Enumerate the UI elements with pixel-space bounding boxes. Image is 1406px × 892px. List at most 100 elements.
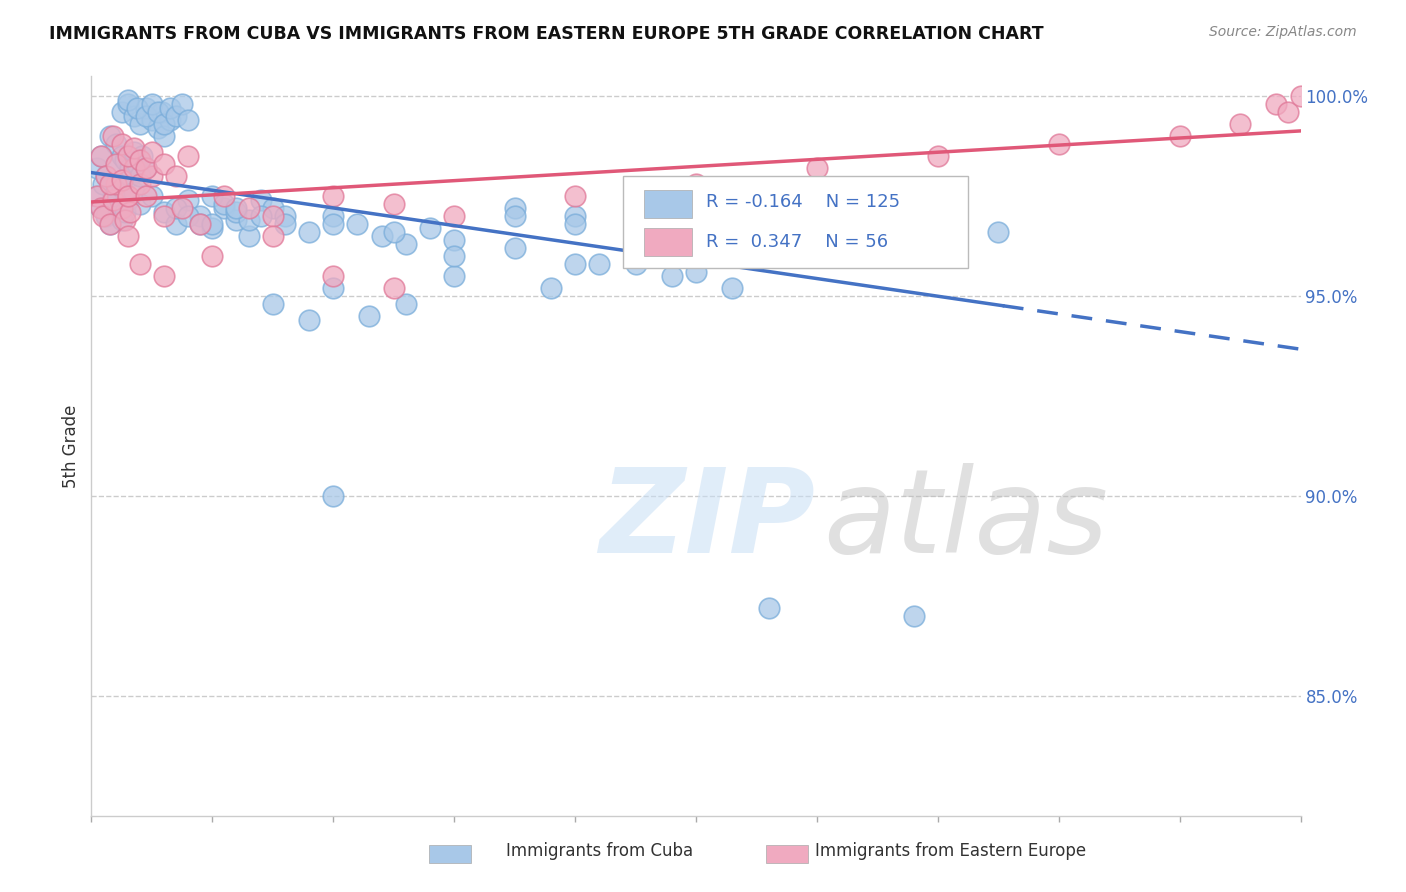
Point xyxy=(758,601,780,615)
Point xyxy=(395,236,418,251)
Text: Source: ZipAtlas.com: Source: ZipAtlas.com xyxy=(1209,25,1357,39)
Text: R = -0.164    N = 125: R = -0.164 N = 125 xyxy=(706,193,900,211)
Point xyxy=(98,128,121,143)
Point xyxy=(274,217,297,231)
Point xyxy=(94,209,117,223)
Point xyxy=(120,205,142,219)
Point xyxy=(987,225,1010,239)
Point xyxy=(114,213,136,227)
Point xyxy=(249,209,271,223)
Point xyxy=(131,149,153,163)
Point xyxy=(503,241,526,255)
Point xyxy=(661,228,683,243)
Point xyxy=(903,609,925,624)
Point xyxy=(382,225,405,239)
Point xyxy=(94,169,117,183)
Point xyxy=(117,189,139,203)
Point xyxy=(111,173,132,187)
Point xyxy=(1168,128,1191,143)
Point xyxy=(141,112,163,127)
Point xyxy=(98,217,121,231)
Point xyxy=(238,228,260,243)
Point xyxy=(588,257,610,271)
Point xyxy=(188,209,211,223)
Point xyxy=(927,217,949,231)
Point xyxy=(93,177,115,191)
Point xyxy=(1289,88,1312,103)
Point xyxy=(111,104,132,119)
Point xyxy=(238,213,260,227)
Point xyxy=(165,169,187,183)
Point xyxy=(135,109,157,123)
Point xyxy=(141,169,163,183)
Point xyxy=(114,205,136,219)
Point xyxy=(153,268,176,283)
Point xyxy=(201,217,224,231)
Text: ZIP: ZIP xyxy=(599,463,815,577)
Point xyxy=(101,193,124,207)
Point xyxy=(225,205,247,219)
Point xyxy=(806,161,828,175)
Point xyxy=(927,149,949,163)
Point xyxy=(128,153,150,167)
Point xyxy=(201,220,224,235)
Point xyxy=(503,209,526,223)
Point xyxy=(135,161,157,175)
Point xyxy=(177,193,200,207)
Point xyxy=(177,112,200,127)
Point xyxy=(382,281,405,295)
Point xyxy=(419,220,441,235)
Point xyxy=(90,149,112,163)
Point xyxy=(104,185,127,199)
Point xyxy=(141,189,163,203)
Point xyxy=(159,112,181,127)
Point xyxy=(104,157,127,171)
Point xyxy=(117,193,139,207)
Point xyxy=(90,201,112,215)
Point xyxy=(322,217,344,231)
Point xyxy=(122,145,145,159)
Point xyxy=(262,297,284,311)
Point xyxy=(128,169,150,183)
Point xyxy=(122,109,145,123)
Point xyxy=(322,209,344,223)
Point xyxy=(214,201,236,215)
Point xyxy=(117,189,139,203)
Point xyxy=(135,101,157,115)
Point xyxy=(153,117,176,131)
Point xyxy=(745,217,768,231)
Point xyxy=(122,141,145,155)
Point xyxy=(685,189,707,203)
Point xyxy=(382,197,405,211)
Point xyxy=(94,169,117,183)
Point xyxy=(141,96,163,111)
Point xyxy=(721,281,744,295)
Point xyxy=(172,201,194,215)
Point xyxy=(128,257,150,271)
Point xyxy=(443,249,465,263)
Point xyxy=(370,228,392,243)
Point xyxy=(298,313,321,327)
Point xyxy=(249,193,271,207)
Point xyxy=(111,181,132,195)
Point xyxy=(150,104,173,119)
Point xyxy=(177,149,200,163)
Point xyxy=(107,201,129,215)
Point xyxy=(111,213,132,227)
Point xyxy=(117,228,139,243)
Text: atlas: atlas xyxy=(823,463,1108,577)
Point xyxy=(153,157,176,171)
Point xyxy=(540,281,562,295)
Point xyxy=(624,217,647,231)
Point xyxy=(274,209,297,223)
Point xyxy=(745,217,768,231)
Point xyxy=(262,201,284,215)
Point xyxy=(564,209,586,223)
Point xyxy=(86,161,108,175)
Point xyxy=(141,145,163,159)
Point xyxy=(225,213,247,227)
Point xyxy=(153,209,176,223)
Point xyxy=(128,197,150,211)
Point xyxy=(120,161,142,175)
Point xyxy=(101,128,124,143)
